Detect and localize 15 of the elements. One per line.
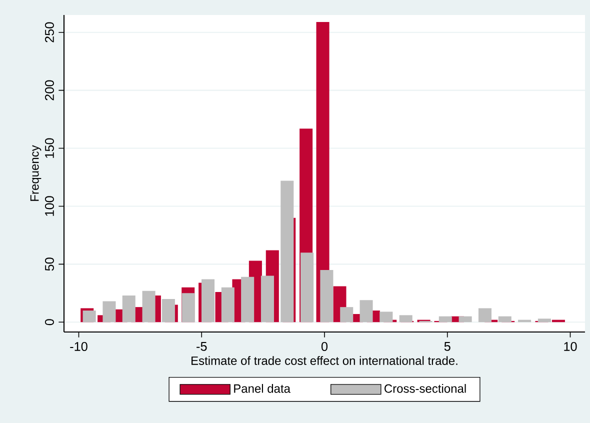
y-tick-label: 50 (44, 258, 54, 271)
y-tick-label: 0 (44, 319, 54, 326)
y-axis-title: Frequency (30, 145, 42, 201)
x-tick-label: -5 (196, 342, 207, 351)
x-tick-label: 5 (444, 342, 450, 351)
y-tick-label: 100 (44, 196, 54, 216)
x-tick-label: -10 (70, 342, 88, 351)
legend-label: Panel data (234, 384, 290, 393)
x-axis-title: Estimate of trade cost effect on international trade. (192, 356, 458, 365)
x-tick-label: 10 (564, 342, 577, 351)
y-tick-label: 200 (44, 80, 54, 100)
x-tick-label: 0 (321, 342, 328, 351)
y-tick-label: 150 (44, 138, 54, 158)
legend-label: Cross-sectional (384, 384, 466, 393)
y-tick-label: 250 (44, 22, 54, 42)
